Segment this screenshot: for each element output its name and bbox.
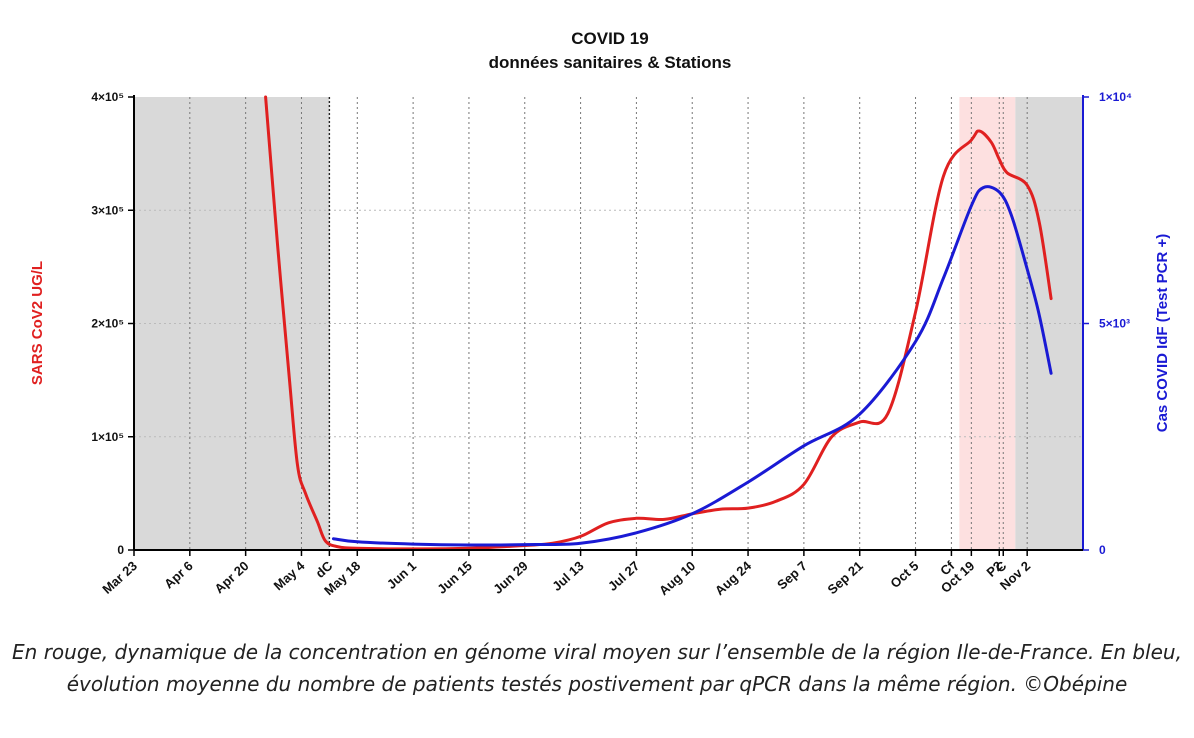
x-tick-label: Aug 10 — [656, 558, 698, 598]
chart-title: COVID 19 — [571, 29, 648, 48]
left-tick-label: 0 — [117, 543, 124, 557]
covid-chart: 0 1×10⁵ 2×10⁵ 3×10⁵ 4×10⁵ 0 5×10³ 1×10⁴ Mar 23 Ap… — [29, 29, 1171, 599]
shaded-region-2 — [959, 97, 1016, 550]
x-tick-label: Jun 15 — [434, 558, 475, 597]
series-line-red — [264, 95, 1053, 551]
left-tick-label: 3×10⁵ — [91, 203, 124, 217]
x-tick-label: Aug 24 — [712, 558, 755, 599]
left-axis-label: SARS CoV2 UG/L — [29, 261, 46, 385]
x-tick-label: Sep 21 — [825, 558, 866, 597]
series-line-blue — [331, 185, 1053, 547]
x-tick-label: Jul 13 — [549, 558, 586, 594]
left-tick-label: 1×10⁵ — [91, 430, 124, 444]
x-tick-label: Oct 5 — [887, 558, 921, 591]
x-tick-label: Mar 23 — [99, 558, 140, 597]
right-axis-label: Cas COVID IdF (Test PCR +) — [1154, 234, 1171, 433]
x-tick-label: Jul 27 — [605, 558, 642, 594]
right-tick-label: 0 — [1099, 543, 1106, 557]
left-tick-label: 2×10⁵ — [91, 317, 124, 331]
x-tick-label: Sep 7 — [774, 558, 810, 592]
x-tick-label: Apr 20 — [211, 558, 251, 596]
x-tick-label: Jun 29 — [490, 558, 531, 597]
left-tick-label: 4×10⁵ — [91, 90, 124, 104]
series-lines — [264, 95, 1053, 551]
x-tick-label: Apr 6 — [161, 558, 196, 591]
right-tick-label: 5×10³ — [1099, 317, 1130, 331]
x-tick-label: May 4 — [271, 558, 308, 594]
figure-caption: En rouge, dynamique de la concentration … — [12, 640, 1182, 696]
shaded-region-0 — [134, 97, 330, 550]
right-tick-label: 1×10⁴ — [1099, 90, 1132, 104]
gridlines — [133, 97, 1083, 550]
chart-subtitle: données sanitaires & Stations — [489, 53, 732, 72]
axes — [128, 95, 1089, 556]
x-tick-label: Jun 1 — [384, 558, 419, 592]
